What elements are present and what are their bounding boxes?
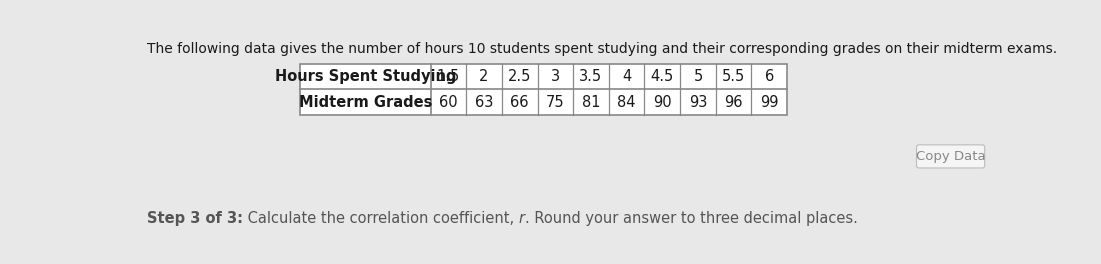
Text: r: r: [519, 211, 525, 226]
Text: 5: 5: [694, 69, 702, 84]
Bar: [301, 64, 787, 115]
Text: 1.5: 1.5: [437, 69, 460, 84]
Text: 63: 63: [475, 95, 493, 110]
Text: 75: 75: [546, 95, 565, 110]
Text: 96: 96: [724, 95, 743, 110]
Text: 81: 81: [581, 95, 600, 110]
Text: 4.5: 4.5: [651, 69, 674, 84]
Text: Copy Data: Copy Data: [916, 150, 985, 163]
Text: 2.5: 2.5: [508, 69, 532, 84]
Text: Midterm Grades: Midterm Grades: [298, 95, 433, 110]
Text: Hours Spent Studying: Hours Spent Studying: [275, 69, 456, 84]
Text: Step 3 of 3:: Step 3 of 3:: [146, 211, 243, 226]
Text: 99: 99: [760, 95, 778, 110]
Bar: [301, 64, 787, 115]
Text: 4: 4: [622, 69, 631, 84]
Text: 90: 90: [653, 95, 672, 110]
Text: . Round your answer to three decimal places.: . Round your answer to three decimal pla…: [525, 211, 858, 226]
Text: 5.5: 5.5: [722, 69, 745, 84]
Text: 3: 3: [550, 69, 560, 84]
Text: 2: 2: [479, 69, 489, 84]
Text: 66: 66: [511, 95, 528, 110]
Text: 3.5: 3.5: [579, 69, 602, 84]
Text: 60: 60: [439, 95, 458, 110]
Text: The following data gives the number of hours 10 students spent studying and thei: The following data gives the number of h…: [146, 43, 1057, 56]
Text: 93: 93: [689, 95, 707, 110]
Text: 6: 6: [764, 69, 774, 84]
FancyBboxPatch shape: [916, 145, 984, 168]
Text: 84: 84: [618, 95, 636, 110]
Text: Calculate the correlation coefficient,: Calculate the correlation coefficient,: [243, 211, 519, 226]
